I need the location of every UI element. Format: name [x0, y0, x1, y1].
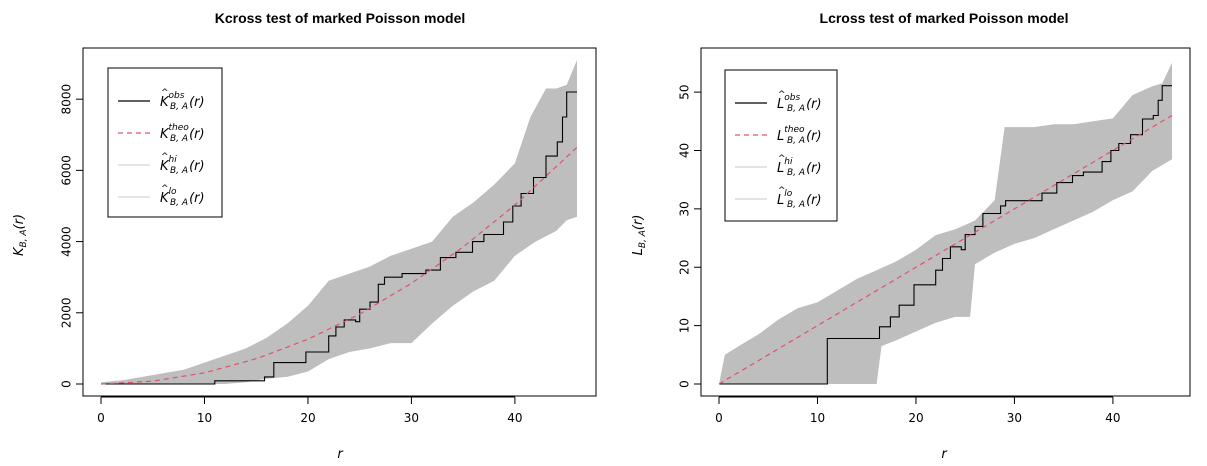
kcross-x-tick-label: 30 [404, 411, 419, 425]
lcross-x-label: r [941, 447, 948, 462]
lcross-x-tick-label: 0 [715, 411, 723, 425]
kcross-x-label: r [337, 447, 344, 462]
lcross-series-theo [718, 114, 1173, 385]
kcross-series-obs [101, 91, 577, 385]
lcross-legend-label-obs: Lobs B, A(r) [777, 93, 822, 114]
kcross-legend-label-theo: Ktheo B, A(r) [160, 123, 205, 144]
kcross-x-tick-label: 20 [300, 411, 315, 425]
lcross-y-tick-label: 30 [678, 201, 692, 216]
lcross-legend-label-hi: Lhi B, A(r) [777, 157, 822, 178]
lcross-title: Lcross test of marked Poisson model [820, 10, 1069, 26]
lcross-panel: Lcross test of marked Poisson model 0 10 2… [631, 10, 1191, 462]
kcross-legend-hat-obs: ^ [161, 88, 169, 98]
lcross-x-axis: 0 10 20 30 40 [715, 396, 1121, 425]
kcross-legend: Kobs B, A(r)^Ktheo B, A(r)Khi B, A(r)^Klo B,… [107, 67, 223, 218]
kcross-series-theo [100, 146, 578, 385]
kcross-legend-label-lo: Klo B, A(r) [160, 187, 205, 208]
lcross-y-axis: 0 10 20 30 40 50 [678, 84, 702, 388]
lcross-legend-label-lo: Llo B, A(r) [777, 189, 822, 210]
kcross-y-axis: 0 2000 4000 6000 8000 [60, 84, 84, 388]
lcross-y-tick-label: 40 [678, 143, 692, 158]
kcross-x-tick-label: 10 [197, 411, 212, 425]
lcross-legend-hat-lo: ^ [778, 186, 786, 196]
kcross-y-tick-label: 6000 [60, 155, 74, 186]
kcross-band-area [101, 60, 577, 384]
lcross-legend-label-theo: Ltheo B, A(r) [777, 125, 822, 146]
lcross-x-tick-label: 40 [1105, 411, 1120, 425]
kcross-x-tick-label: 0 [97, 411, 105, 425]
kcross-lines [100, 91, 578, 385]
lcross-y-label: LB, A(r) [631, 215, 648, 256]
kcross-envelope-band [101, 60, 577, 384]
kcross-legend-hat-hi: ^ [161, 152, 169, 162]
lcross-x-tick-label: 10 [810, 411, 825, 425]
kcross-legend-label-hi: Khi B, A(r) [160, 155, 205, 176]
kcross-panel: Kcross test of marked Poisson model 0 10 2… [12, 10, 597, 462]
lcross-y-tick-label: 20 [678, 260, 692, 275]
kcross-y-label: KB, A(r) [12, 214, 29, 256]
lcross-y-tick-label: 10 [678, 318, 692, 333]
kcross-y-tick-label: 2000 [60, 298, 74, 329]
kcross-x-axis: 0 10 20 30 40 [97, 396, 523, 425]
kcross-legend-hat-lo: ^ [161, 184, 169, 194]
lcross-x-tick-label: 20 [908, 411, 923, 425]
kcross-legend-label-obs: Kobs B, A(r) [160, 91, 205, 112]
lcross-legend-hat-hi: ^ [778, 154, 786, 164]
lcross-band-area [719, 62, 1172, 385]
lcross-y-tick-label: 0 [678, 380, 692, 388]
kcross-y-tick-label: 4000 [60, 226, 74, 257]
kcross-legend-box [107, 67, 223, 218]
kcross-x-tick-label: 40 [507, 411, 522, 425]
lcross-x-tick-label: 30 [1007, 411, 1022, 425]
lcross-envelope-band [719, 62, 1172, 385]
lcross-legend-box [724, 69, 838, 222]
kcross-y-tick-label: 0 [60, 380, 74, 388]
lcross-y-tick-label: 50 [678, 84, 692, 99]
lcross-lines [718, 85, 1173, 385]
lcross-legend: Lobs B, A(r)^Ltheo B, A(r)Lhi B, A(r)^Llo B,… [724, 69, 838, 222]
kcross-title: Kcross test of marked Poisson model [215, 10, 466, 26]
lcross-legend-hat-obs: ^ [778, 90, 786, 100]
kcross-y-tick-label: 8000 [60, 84, 74, 115]
